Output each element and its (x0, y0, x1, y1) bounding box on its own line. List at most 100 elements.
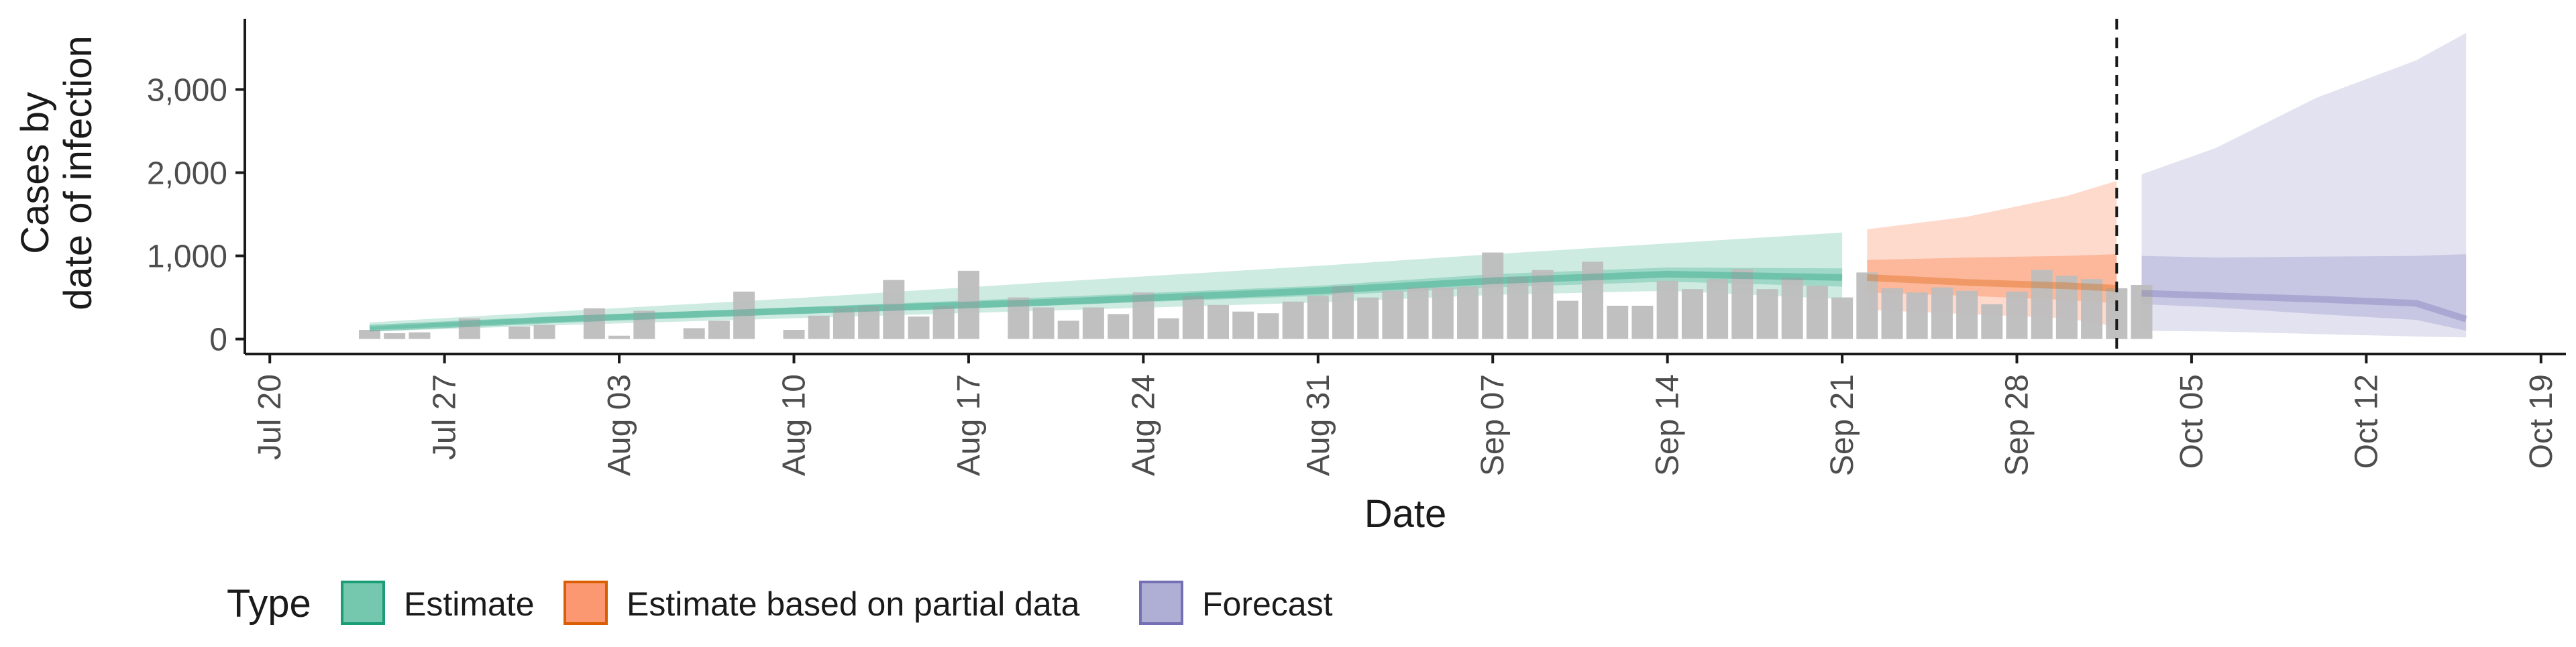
x-tick-label: Aug 31 (1301, 374, 1336, 476)
observed-bar (1208, 304, 1229, 339)
observed-bar (1781, 277, 1803, 339)
observed-bar (1057, 320, 1079, 339)
estimate-based-on-partial-data-band-50 (1867, 254, 2117, 304)
y-axis-title: Cases bydate of infection (13, 36, 100, 310)
observed-bar (1556, 300, 1578, 339)
observed-bar (1108, 314, 1130, 339)
observed-bar (1432, 287, 1454, 339)
axes: 0 1,000 2,000 3,000 Jul 20 Jul 27 Aug 03 Aug 10… (13, 19, 2566, 536)
estimate-based-on-partial-data-band-90 (1867, 180, 2117, 327)
y-axis-title-line: Cases by (13, 92, 57, 254)
observed-bar (808, 315, 830, 339)
forecast-median-line (2141, 290, 2467, 322)
legend-label-estimate-based-on-partial-data: Estimate based on partial data (627, 585, 1080, 623)
observed-bar (1482, 252, 1504, 339)
observed-bar (1931, 287, 1953, 339)
x-axis-title: Date (1364, 492, 1447, 536)
observed-bar (1132, 292, 1155, 339)
x-tick-label: Sep 14 (1650, 374, 1686, 476)
legend-key-forecast (1139, 581, 1183, 625)
x-tick-label: Sep 21 (1825, 374, 1860, 476)
x-tick-label: Aug 24 (1126, 374, 1161, 476)
y-tick-label: 1,000 (147, 239, 227, 275)
observed-bar (1881, 288, 1903, 339)
legend: Type Estimate Estimate based on partial da… (227, 581, 1333, 626)
observed-bar (1981, 304, 2003, 339)
observed-bar (2131, 285, 2153, 339)
legend-key-estimate-based-on-partial-data (564, 581, 608, 625)
x-tick-label: Oct 19 (2524, 374, 2559, 469)
observed-bar (2006, 291, 2028, 339)
observed-bar (858, 306, 880, 339)
observed-bar (1582, 261, 1603, 339)
observed-bar (1831, 297, 1854, 339)
forecast-band-90 (2141, 33, 2467, 338)
observed-bar (1607, 306, 1629, 339)
legend-label-estimate: Estimate (404, 585, 535, 623)
observed-bar (1656, 280, 1678, 339)
observed-bar (1182, 296, 1204, 339)
observed-bar (384, 333, 406, 339)
forecast-band-50 (2141, 254, 2467, 331)
observed-case-bars (359, 252, 2153, 339)
observed-bar (1407, 287, 1429, 339)
x-tick-label: Oct 05 (2174, 374, 2210, 469)
observed-bar (2031, 270, 2053, 339)
observed-bar (783, 330, 805, 339)
observed-bar (1906, 292, 1928, 339)
observed-bar (1631, 306, 1654, 339)
observed-bar (833, 307, 855, 339)
observed-bar (1856, 272, 1878, 339)
observed-bar (1232, 311, 1254, 339)
observed-bar (1507, 276, 1529, 339)
x-tick-label: Sep 07 (1475, 374, 1511, 476)
observed-bar (1756, 289, 1778, 339)
observed-bar (1806, 286, 1828, 339)
x-tick-label: Sep 28 (2000, 374, 2035, 476)
observed-bar (2055, 276, 2078, 339)
estimate-based-on-partial-data-median-line (1867, 274, 2117, 292)
legend-label-forecast: Forecast (1202, 585, 1333, 623)
x-tick-label: Aug 03 (602, 374, 637, 476)
observed-bar (1257, 313, 1279, 339)
observed-bar (533, 325, 555, 339)
x-tick-label: Aug 17 (951, 374, 987, 476)
observed-bar (1457, 286, 1479, 339)
observed-bar (1008, 297, 1030, 339)
observed-bar (508, 327, 531, 339)
observed-bar (1332, 286, 1354, 339)
observed-bar (1532, 270, 1554, 339)
observed-bar (1731, 269, 1754, 339)
observed-bar (883, 280, 905, 339)
observed-bar (1032, 307, 1055, 339)
median-lines (369, 270, 2467, 332)
estimate-median-line (369, 270, 1843, 332)
x-tick-label: Jul 20 (252, 374, 288, 460)
y-tick-label: 2,000 (147, 156, 227, 192)
observed-bar (1307, 296, 1329, 339)
y-axis-title-line: date of infection (56, 36, 100, 310)
legend-title: Type (227, 582, 311, 626)
x-tick-label: Aug 10 (776, 374, 812, 476)
x-tick-label: Jul 27 (427, 374, 463, 460)
observed-bar (1681, 289, 1703, 339)
observed-bar (359, 330, 380, 339)
observed-bar (1382, 290, 1404, 339)
observed-bar (458, 318, 480, 339)
observed-bar (633, 310, 655, 339)
observed-bar (409, 332, 431, 339)
observed-bar (708, 320, 730, 339)
y-tick-label: 3,000 (147, 72, 227, 108)
y-tick-label: 0 (209, 322, 227, 358)
observed-bar (683, 328, 705, 339)
observed-bar (1082, 307, 1104, 339)
observed-bar (1157, 318, 1179, 339)
observed-bar (1282, 301, 1304, 339)
observed-bar (583, 308, 605, 339)
x-tick-label: Oct 12 (2349, 374, 2384, 469)
observed-bar (2106, 288, 2128, 339)
observed-bar (957, 270, 979, 339)
legend-key-estimate (341, 581, 385, 625)
